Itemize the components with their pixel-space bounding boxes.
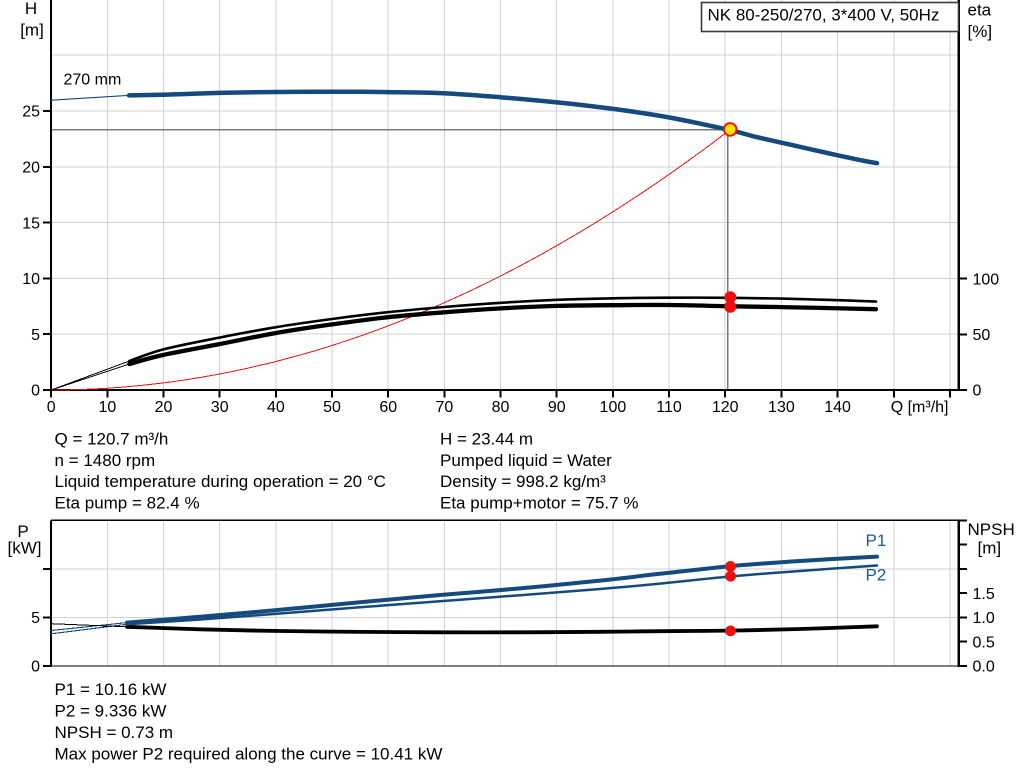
- svg-text:[%]: [%]: [968, 22, 993, 41]
- svg-text:P1 = 10.16 kW: P1 = 10.16 kW: [55, 680, 167, 699]
- svg-text:80: 80: [492, 399, 510, 416]
- svg-text:20: 20: [22, 160, 40, 177]
- svg-text:H: H: [25, 0, 37, 18]
- svg-text:[m]: [m]: [20, 21, 44, 40]
- svg-text:100: 100: [973, 271, 1000, 288]
- svg-text:120: 120: [712, 399, 739, 416]
- svg-text:P: P: [17, 522, 28, 541]
- svg-text:10: 10: [22, 271, 40, 288]
- svg-text:P1: P1: [866, 531, 887, 550]
- svg-text:10: 10: [98, 399, 116, 416]
- svg-text:[m]: [m]: [978, 539, 1002, 558]
- svg-text:130: 130: [768, 399, 795, 416]
- svg-text:60: 60: [379, 399, 397, 416]
- svg-text:40: 40: [267, 399, 285, 416]
- svg-text:1.5: 1.5: [973, 586, 995, 603]
- svg-text:5: 5: [31, 327, 40, 344]
- svg-text:5: 5: [31, 610, 40, 627]
- svg-text:50: 50: [973, 327, 991, 344]
- svg-text:20: 20: [155, 399, 173, 416]
- svg-text:50: 50: [323, 399, 341, 416]
- svg-text:0: 0: [973, 383, 982, 400]
- svg-text:0: 0: [31, 383, 40, 400]
- svg-text:n = 1480 rpm: n = 1480 rpm: [55, 451, 156, 470]
- svg-text:NPSH: NPSH: [968, 520, 1015, 539]
- svg-text:0: 0: [31, 659, 40, 676]
- svg-text:Liquid temperature during oper: Liquid temperature during operation = 20…: [55, 472, 386, 491]
- svg-text:140: 140: [824, 399, 851, 416]
- svg-text:Density = 998.2 kg/m³: Density = 998.2 kg/m³: [440, 472, 606, 491]
- svg-text:110: 110: [656, 399, 682, 416]
- svg-text:1.0: 1.0: [973, 610, 995, 627]
- svg-text:Eta pump+motor = 75.7 %: Eta pump+motor = 75.7 %: [440, 493, 638, 512]
- svg-text:Q [m³/h]: Q [m³/h]: [891, 399, 949, 416]
- svg-text:0.5: 0.5: [973, 634, 995, 651]
- svg-text:15: 15: [22, 215, 40, 232]
- svg-text:25: 25: [22, 104, 40, 121]
- svg-text:H = 23.44 m: H = 23.44 m: [440, 430, 533, 449]
- svg-text:P2: P2: [866, 566, 887, 585]
- svg-text:30: 30: [211, 399, 229, 416]
- svg-text:100: 100: [600, 399, 627, 416]
- svg-text:NPSH = 0.73 m: NPSH = 0.73 m: [55, 723, 174, 742]
- svg-text:eta: eta: [968, 1, 992, 20]
- svg-text:Max power P2 required along th: Max power P2 required along the curve = …: [55, 745, 443, 764]
- svg-text:0.0: 0.0: [973, 659, 995, 676]
- svg-text:[kW]: [kW]: [8, 539, 42, 558]
- svg-text:70: 70: [435, 399, 453, 416]
- svg-text:270 mm: 270 mm: [64, 72, 122, 89]
- svg-text:Q = 120.7 m³/h: Q = 120.7 m³/h: [55, 430, 169, 449]
- svg-text:Eta pump = 82.4 %: Eta pump = 82.4 %: [55, 493, 200, 512]
- svg-text:P2 = 9.336 kW: P2 = 9.336 kW: [55, 701, 167, 720]
- svg-text:0: 0: [47, 399, 56, 416]
- svg-text:Pumped liquid = Water: Pumped liquid = Water: [440, 451, 612, 470]
- svg-text:NK 80-250/270, 3*400 V, 50Hz: NK 80-250/270, 3*400 V, 50Hz: [708, 6, 940, 25]
- svg-text:90: 90: [548, 399, 566, 416]
